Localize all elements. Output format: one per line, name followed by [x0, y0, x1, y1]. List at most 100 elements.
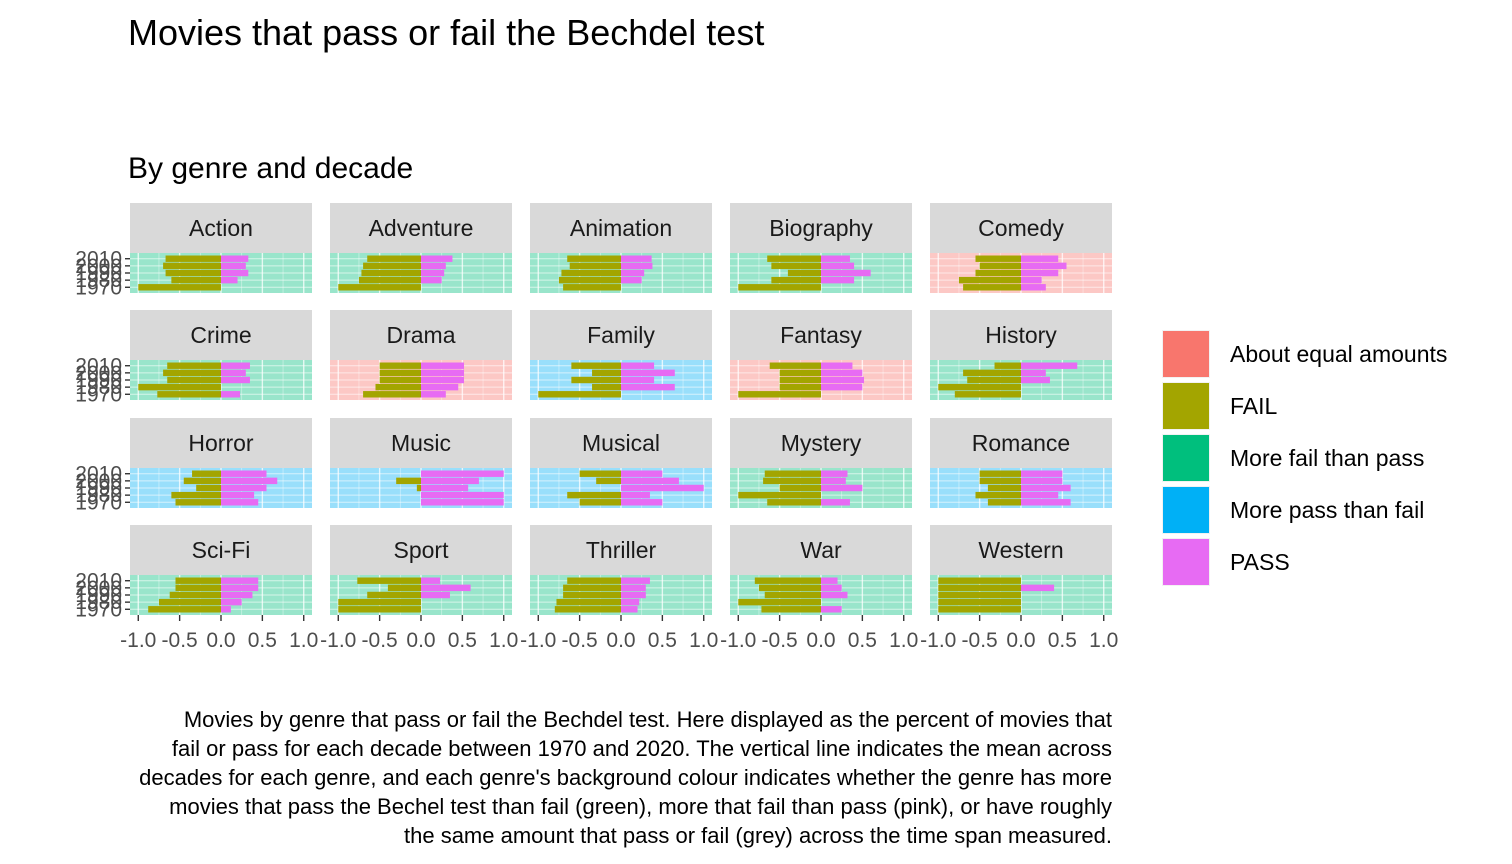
bar-pass — [421, 383, 459, 391]
bar-pass — [821, 269, 871, 277]
bar-fail — [963, 369, 1021, 377]
bar-fail — [771, 276, 821, 284]
facet-strip — [530, 203, 712, 253]
bar-fail — [938, 591, 1021, 599]
bar-pass — [621, 269, 645, 277]
bar-pass — [1021, 477, 1063, 485]
bar-pass — [221, 584, 259, 592]
bar-fail — [148, 606, 221, 613]
bar-pass — [621, 470, 663, 477]
bar-pass — [421, 255, 453, 262]
bar-fail — [538, 391, 621, 398]
bar-pass — [1021, 470, 1063, 477]
bar-fail — [738, 284, 821, 291]
bar-pass — [421, 477, 479, 485]
bar-fail — [738, 391, 821, 398]
caption-line: movies that pass the Bechel test than fa… — [169, 794, 1112, 819]
x-tick-label: -0.5 — [362, 629, 398, 652]
facet-strip-label: Family — [587, 322, 655, 348]
legend-key — [1163, 331, 1209, 377]
facet-biography: Biography — [730, 203, 912, 293]
bar-fail — [165, 255, 221, 262]
facet-sport: Sport -1.0 -0.5 0.0 0.5 1.0 — [320, 525, 518, 652]
bar-fail — [396, 477, 421, 485]
facet-strip-label: Romance — [972, 430, 1070, 456]
bar-fail — [954, 391, 1021, 398]
bar-pass — [421, 362, 465, 369]
facet-adventure: Adventure — [330, 203, 512, 293]
bar-pass — [221, 269, 249, 277]
x-tick-label: -1.0 — [520, 629, 556, 652]
x-tick-label: 0.5 — [848, 629, 877, 652]
facet-music: Music — [330, 418, 512, 508]
facet-strip-label: Biography — [769, 215, 873, 241]
bar-pass — [621, 499, 663, 506]
legend-key — [1163, 383, 1209, 429]
x-tick-label: 1.0 — [289, 629, 318, 652]
bar-fail — [787, 269, 821, 277]
bar-pass — [421, 499, 504, 506]
bar-pass — [421, 577, 441, 584]
bar-fail — [767, 255, 821, 262]
bar-fail — [569, 262, 621, 270]
facet-animation: Animation — [530, 203, 712, 293]
bar-fail — [967, 376, 1021, 384]
legend-label: PASS — [1230, 549, 1290, 575]
bar-fail — [171, 276, 221, 284]
bar-pass — [221, 470, 267, 477]
facet-strip — [330, 418, 512, 468]
bar-pass — [1021, 262, 1067, 270]
y-tick-label: 1980 — [75, 484, 122, 507]
bar-fail — [358, 276, 421, 284]
bar-fail — [375, 383, 421, 391]
bar-pass — [821, 383, 863, 391]
y-tick-label: 2000 — [75, 255, 122, 278]
bar-fail — [764, 591, 821, 599]
bar-pass — [421, 470, 504, 477]
facet-strip-label: Fantasy — [780, 322, 862, 348]
bar-fail — [157, 391, 221, 398]
bar-pass — [821, 584, 842, 592]
bar-fail — [338, 598, 421, 606]
bar-pass — [621, 484, 704, 492]
legend: About equal amounts FAIL More fail than pa… — [1162, 330, 1447, 586]
bar-pass — [421, 391, 446, 398]
bar-pass — [1021, 499, 1071, 506]
bar-pass — [221, 477, 278, 485]
bar-pass — [821, 477, 846, 485]
bar-pass — [821, 276, 855, 284]
bar-fail — [175, 584, 221, 592]
bar-fail — [561, 269, 621, 277]
y-tick-label: 1970 — [75, 491, 122, 514]
bar-fail — [357, 577, 421, 584]
y-tick-label: 2010 — [75, 463, 122, 486]
facet-history: History — [930, 310, 1112, 400]
facet-strip-label: Animation — [570, 215, 672, 241]
bar-pass — [821, 262, 855, 270]
bar-pass — [221, 606, 231, 613]
bar-pass — [221, 262, 246, 270]
y-tick-label: 1990 — [75, 262, 122, 285]
x-tick-label: -1.0 — [320, 629, 356, 652]
bar-pass — [421, 269, 445, 277]
bar-fail — [379, 369, 421, 377]
bar-pass — [621, 276, 642, 284]
bar-pass — [221, 362, 250, 369]
bar-pass — [1021, 584, 1055, 592]
legend-key — [1163, 435, 1209, 481]
legend-label: More fail than pass — [1230, 445, 1424, 471]
facet-musical: Musical — [530, 418, 712, 508]
bar-fail — [361, 269, 421, 277]
x-tick-label: 1.0 — [889, 629, 918, 652]
bar-fail — [183, 477, 221, 485]
facet-strip — [330, 310, 512, 360]
facet-strip-label: Adventure — [369, 215, 474, 241]
facet-strip — [930, 525, 1112, 575]
chart-caption: Movies by genre that pass or fail the Be… — [139, 707, 1112, 848]
facet-strip-label: Drama — [386, 322, 455, 348]
facet-drama: Drama — [330, 310, 512, 400]
x-tick-label: 0.0 — [1006, 629, 1035, 652]
x-tick-label: -0.5 — [162, 629, 198, 652]
